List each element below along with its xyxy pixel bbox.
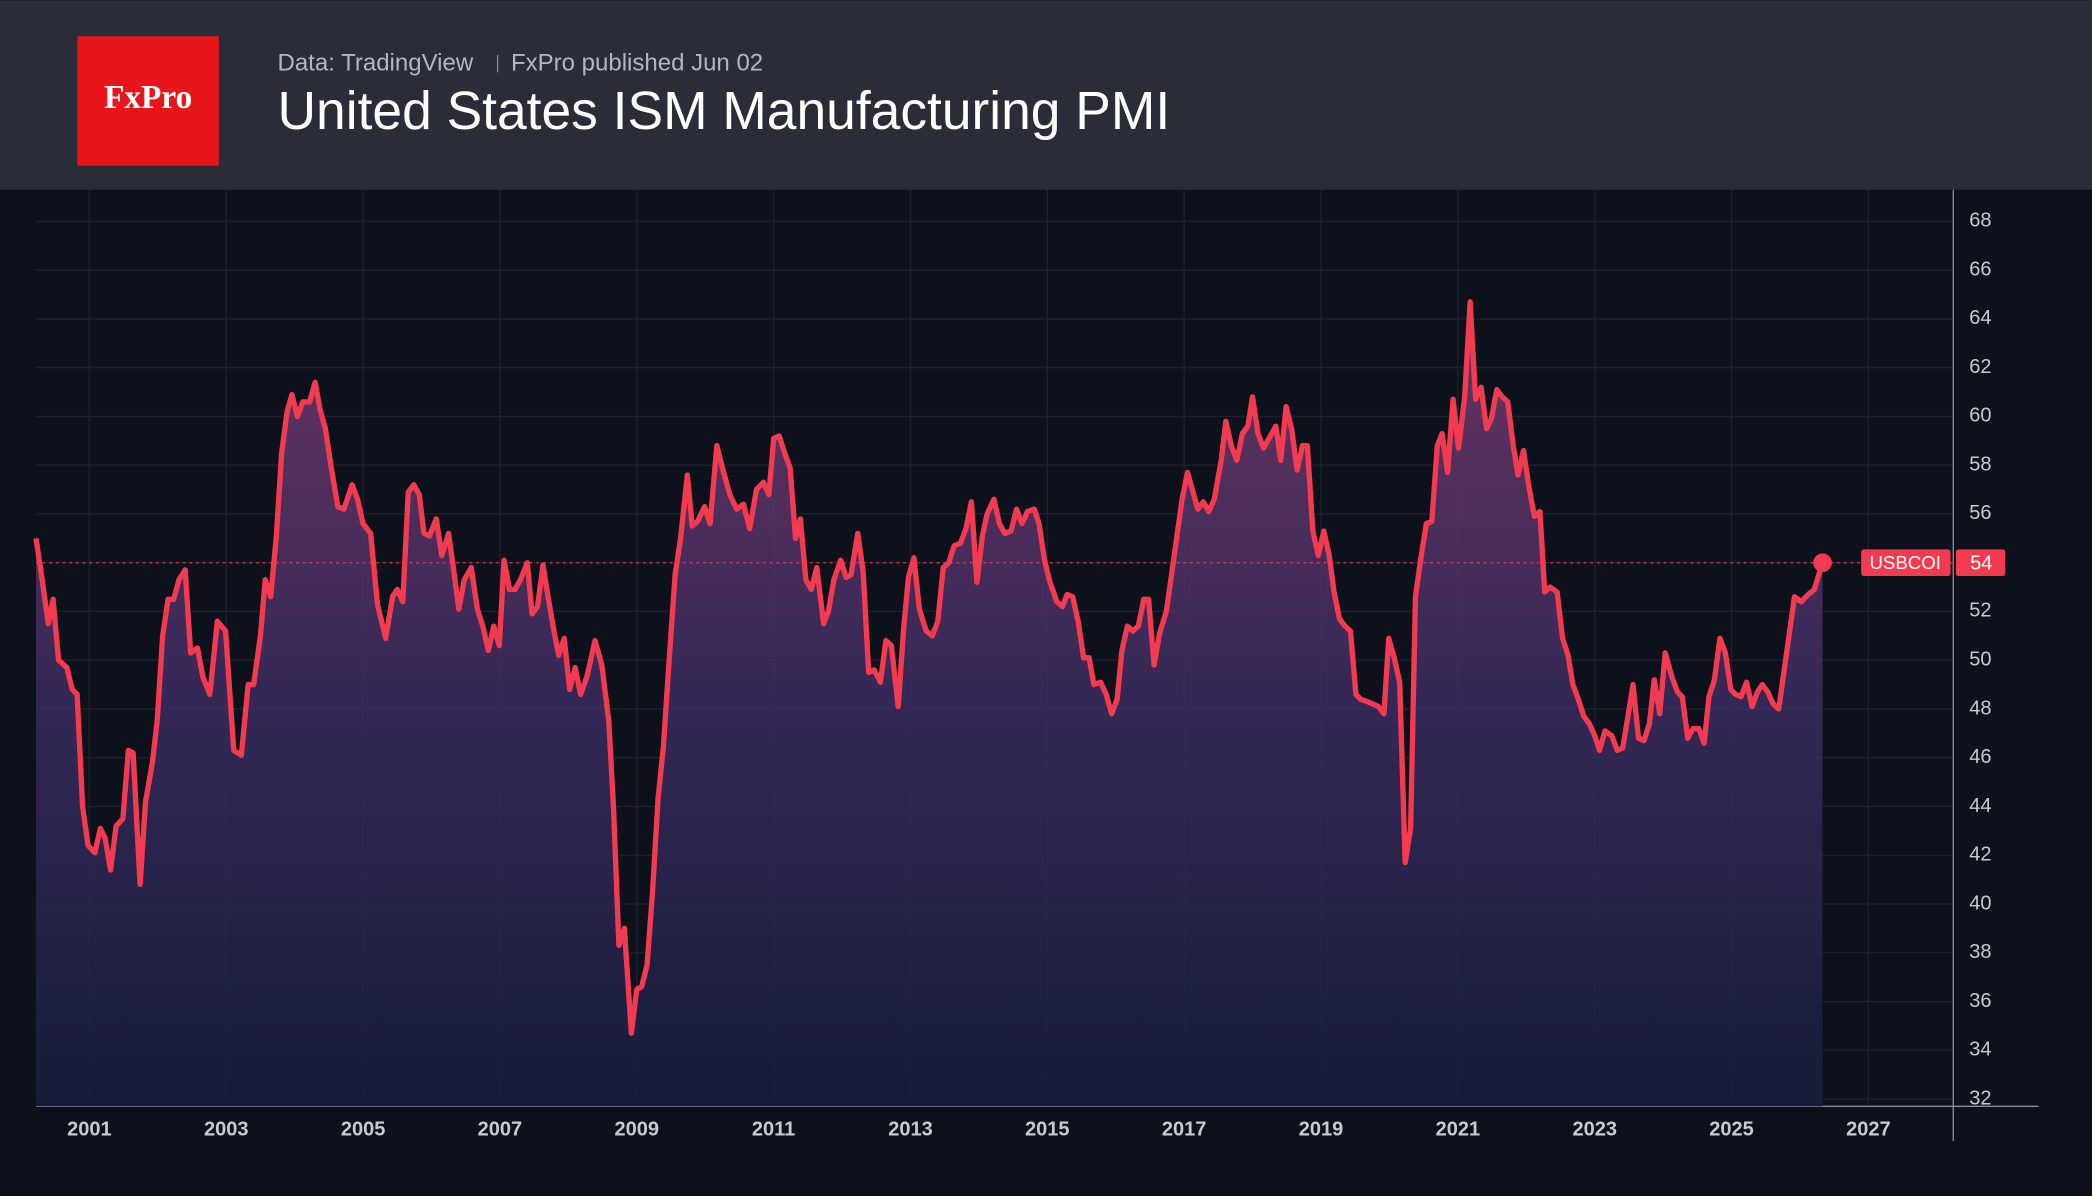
y-tick-label: 46	[1969, 746, 1991, 768]
y-tick-label: 50	[1969, 649, 1991, 671]
y-tick-label: 34	[1969, 1039, 1991, 1061]
x-tick-label: 2003	[204, 1119, 249, 1141]
y-tick-label: 40	[1969, 892, 1991, 914]
chart-title: United States ISM Manufacturing PMI	[278, 82, 1171, 141]
logo: FxPro	[104, 79, 192, 116]
last-point	[1813, 553, 1832, 573]
x-tick-label: 2021	[1436, 1119, 1481, 1141]
y-tick-label: 48	[1969, 697, 1991, 719]
y-tick-label: 38	[1969, 941, 1991, 963]
x-tick-label: 2005	[341, 1119, 385, 1141]
y-tick-label: 32	[1969, 1087, 1991, 1109]
y-tick-label: 58	[1969, 453, 1991, 475]
x-tick-label: 2017	[1162, 1119, 1206, 1141]
series-tag: USBCOI	[1869, 552, 1941, 573]
last-value-label: 54	[1970, 552, 1992, 574]
y-tick-label: 42	[1969, 844, 1991, 866]
x-tick-label: 2009	[615, 1119, 660, 1141]
y-tick-label: 52	[1969, 600, 1991, 622]
x-tick-label: 2013	[888, 1119, 933, 1141]
y-tick-label: 62	[1969, 356, 1991, 378]
x-tick-label: 2025	[1709, 1119, 1754, 1141]
x-tick-label: 2007	[478, 1119, 523, 1141]
line	[33, 299, 1826, 1036]
y-tick-label: 64	[1969, 307, 1991, 329]
plot: 32 34 36 38 40 42 44 46 48 50 52 54 56 58 60 62 64 66 68 20…	[33, 189, 2039, 1142]
y-tick-label: 60	[1969, 405, 1991, 427]
x-tick-label: 2023	[1572, 1119, 1617, 1141]
x-tick-label: 2001	[67, 1119, 112, 1141]
logo-box	[77, 36, 219, 166]
last-value-box	[1955, 549, 2006, 577]
y-tick-label: 68	[1969, 210, 1991, 232]
publisher: FxPro published Jun 02	[511, 50, 763, 77]
y-tick-label: 56	[1969, 502, 1991, 524]
y-tick-label: 36	[1969, 990, 1991, 1012]
x-tick-label: 2011	[752, 1119, 795, 1141]
header	[0, 0, 2092, 190]
x-tick-label: 2015	[1025, 1119, 1069, 1141]
x-tick-label: 2027	[1846, 1119, 1891, 1141]
source: Data: TradingView	[278, 50, 474, 77]
x-tick-label: 2019	[1299, 1119, 1344, 1141]
y-tick-label: 66	[1969, 258, 1991, 280]
area	[36, 301, 1823, 1107]
series-tag-box	[1861, 549, 1951, 577]
y-tick-label: 44	[1969, 795, 1991, 817]
